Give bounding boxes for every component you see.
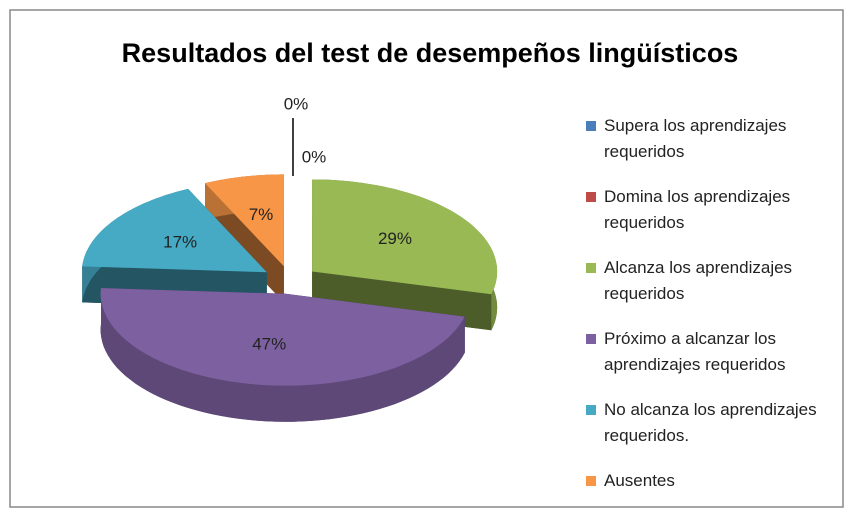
slice-top bbox=[312, 179, 498, 295]
legend-label: Próximo a alcanzar los aprendizajes requ… bbox=[604, 329, 786, 374]
legend-swatch bbox=[586, 192, 596, 202]
legend-swatch bbox=[586, 476, 596, 486]
data-label: 47% bbox=[252, 335, 286, 354]
data-label: 0% bbox=[284, 94, 309, 113]
pie-slice bbox=[100, 288, 465, 422]
chart-title: Resultados del test de desempeños lingüí… bbox=[122, 38, 739, 68]
legend-label: Domina los aprendizajes requeridos bbox=[604, 187, 791, 232]
legend-label: Alcanza los aprendizajes requeridos bbox=[604, 258, 793, 303]
data-label: 29% bbox=[378, 229, 412, 248]
legend-item: Próximo a alcanzar los aprendizajes requ… bbox=[586, 326, 834, 378]
data-label: 17% bbox=[163, 232, 197, 251]
legend-swatch bbox=[586, 405, 596, 415]
data-label: 7% bbox=[249, 205, 274, 224]
slice-top bbox=[82, 188, 267, 273]
data-label: 0% bbox=[302, 147, 327, 166]
legend-item: Ausentes bbox=[586, 468, 834, 494]
legend-item: Supera los aprendizajes requeridos bbox=[586, 113, 834, 165]
legend-swatch bbox=[586, 121, 596, 131]
pie-slice bbox=[82, 188, 267, 309]
legend-item: Alcanza los aprendizajes requeridos bbox=[586, 255, 834, 307]
slice-side bbox=[100, 288, 465, 422]
slice-top bbox=[205, 174, 284, 267]
legend-label: No alcanza los aprendizajes requeridos. bbox=[604, 400, 817, 445]
legend-swatch bbox=[586, 334, 596, 344]
slice-top bbox=[100, 288, 465, 386]
legend-label: Ausentes bbox=[604, 471, 675, 490]
legend-label: Supera los aprendizajes requeridos bbox=[604, 116, 787, 161]
legend-item: Domina los aprendizajes requeridos bbox=[586, 184, 834, 236]
legend-swatch bbox=[586, 263, 596, 273]
legend-item: No alcanza los aprendizajes requeridos. bbox=[586, 397, 834, 449]
